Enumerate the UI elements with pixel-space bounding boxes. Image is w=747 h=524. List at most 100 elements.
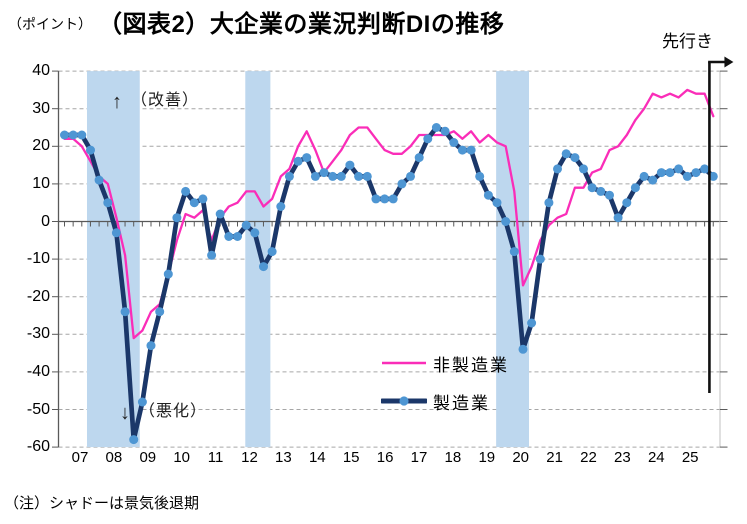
- non-manufacturing-line-sample: [382, 361, 426, 365]
- y-axis-tick-label: -60: [26, 438, 50, 456]
- x-axis-tick-label: 24: [647, 449, 665, 466]
- manufacturing-marker: [587, 183, 597, 193]
- manufacturing-marker: [596, 186, 606, 196]
- manufacturing-marker: [639, 171, 649, 181]
- manufacturing-marker: [509, 247, 519, 257]
- manufacturing-marker: [362, 171, 372, 181]
- y-axis-tick-label: -40: [26, 362, 50, 380]
- manufacturing-marker: [259, 262, 268, 272]
- manufacturing-marker: [68, 130, 78, 140]
- manufacturing-marker: [579, 164, 588, 174]
- manufacturing-marker: [622, 198, 632, 208]
- y-axis-tick-label: 10: [32, 174, 50, 192]
- manufacturing-marker: [561, 149, 571, 159]
- manufacturing-marker: [648, 175, 658, 185]
- outlook-label: 先行き: [662, 32, 713, 51]
- footnote: （注）シャドーは景気後退期: [4, 495, 200, 512]
- x-axis-tick-label: 09: [139, 449, 157, 466]
- manufacturing-marker: [310, 171, 320, 181]
- manufacturing-marker: [293, 156, 303, 166]
- manufacturing-marker: [605, 190, 614, 200]
- manufacturing-marker: [120, 307, 130, 317]
- improve-annotation-text: （改善）: [131, 92, 200, 109]
- manufacturing-marker: [414, 153, 424, 163]
- x-axis-tick-label: 10: [173, 449, 191, 466]
- manufacturing-marker: [267, 247, 277, 257]
- manufacturing-marker: [656, 168, 666, 178]
- manufacturing-marker: [163, 269, 173, 279]
- manufacturing-marker: [553, 164, 562, 174]
- manufacturing-marker: [215, 209, 225, 219]
- manufacturing-marker: [423, 134, 433, 144]
- manufacturing-marker: [466, 145, 476, 155]
- y-axis-tick-label: -10: [26, 250, 50, 268]
- manufacturing-marker: [457, 145, 467, 155]
- manufacturing-marker: [172, 213, 182, 223]
- x-axis-tick-label: 21: [546, 449, 563, 466]
- x-axis-tick-label: 17: [410, 449, 428, 466]
- manufacturing-marker: [155, 307, 165, 317]
- manufacturing-marker: [518, 344, 528, 354]
- manufacturing-marker: [682, 171, 692, 181]
- manufacturing-marker: [691, 168, 701, 178]
- down-arrow-icon: ↓: [120, 402, 130, 424]
- manufacturing-marker: [129, 435, 139, 445]
- y-axis-tick-label: -20: [26, 287, 50, 305]
- manufacturing-marker: [233, 232, 242, 241]
- x-axis-tick-label: 13: [275, 449, 292, 466]
- manufacturing-marker: [189, 198, 199, 208]
- legend-item-manufacturing: 製造業: [381, 390, 509, 413]
- recession-band: [496, 71, 530, 448]
- manufacturing-marker: [60, 130, 69, 140]
- manufacturing-marker: [198, 194, 208, 204]
- manufacturing-marker: [613, 213, 623, 223]
- x-axis-tick-label: 25: [681, 449, 699, 466]
- manufacturing-marker: [431, 123, 441, 132]
- x-axis-tick-label: 23: [614, 449, 631, 466]
- manufacturing-marker: [406, 171, 415, 181]
- manufacturing-marker: [449, 138, 459, 147]
- x-axis-tick-label: 15: [342, 449, 360, 466]
- manufacturing-marker: [284, 171, 294, 181]
- legend-label-non-manufacturing: 非製造業: [433, 355, 509, 375]
- manufacturing-marker: [501, 217, 511, 226]
- worsen-annotation-text: （悪化）: [139, 403, 208, 420]
- y-axis-tick-label: 20: [32, 137, 50, 155]
- manufacturing-marker: [483, 190, 493, 200]
- manufacturing-marker: [241, 220, 251, 230]
- manufacturing-marker: [388, 194, 398, 204]
- manufacturing-marker: [77, 130, 87, 140]
- manufacturing-marker: [397, 179, 407, 189]
- manufacturing-marker: [380, 194, 390, 204]
- manufacturing-marker: [103, 198, 113, 208]
- manufacturing-marker: [570, 153, 580, 163]
- x-axis-tick-label: 16: [376, 449, 394, 466]
- manufacturing-marker: [371, 194, 381, 204]
- manufacturing-marker: [137, 397, 147, 407]
- manufacturing-marker: [86, 145, 95, 155]
- manufacturing-marker: [544, 198, 554, 208]
- improve-annotation: ↑ （改善）: [112, 92, 199, 112]
- manufacturing-line-sample: [381, 396, 427, 406]
- manufacturing-marker: [328, 171, 338, 181]
- manufacturing-marker: [250, 228, 260, 238]
- x-axis-tick-label: 12: [241, 449, 258, 466]
- manufacturing-marker: [111, 228, 121, 238]
- x-axis-tick-label: 19: [478, 449, 496, 466]
- manufacturing-marker: [708, 171, 718, 181]
- manufacturing-marker: [207, 250, 217, 260]
- manufacturing-marker: [475, 171, 485, 181]
- manufacturing-marker: [440, 126, 450, 136]
- y-axis-unit-label: （ポイント）: [8, 16, 92, 32]
- manufacturing-marker: [302, 153, 312, 163]
- manufacturing-marker: [354, 171, 364, 181]
- manufacturing-marker: [276, 202, 286, 211]
- manufacturing-marker: [336, 171, 346, 181]
- manufacturing-marker: [319, 168, 329, 178]
- manufacturing-marker: [224, 232, 234, 241]
- y-axis-tick-label: 30: [32, 99, 50, 117]
- manufacturing-marker: [492, 198, 502, 208]
- outlook-arrow-head: [724, 56, 734, 68]
- manufacturing-marker: [527, 318, 537, 328]
